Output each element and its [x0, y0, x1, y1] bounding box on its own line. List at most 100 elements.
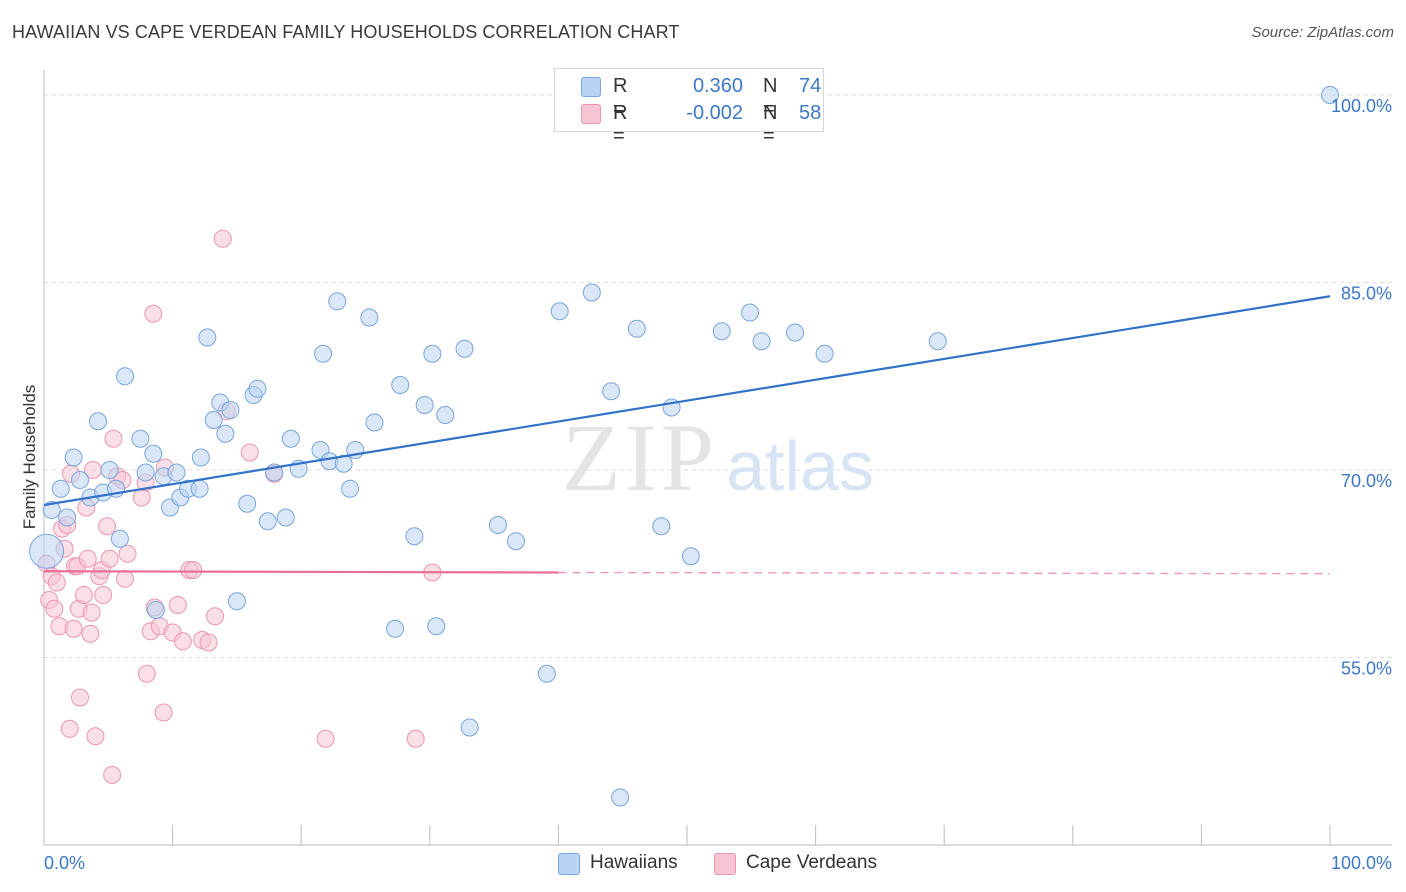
hawaiian-point: [611, 788, 630, 807]
legend-n-label: N =: [763, 75, 778, 120]
cape-verdeans-trend-extension: [558, 571, 1331, 575]
cape-verdean-point: [45, 599, 64, 618]
hawaiian-point: [386, 619, 405, 638]
y-tick-label: 70.0%: [1341, 471, 1392, 491]
watermark-zip: ZIP: [562, 404, 718, 511]
hawaiian-point: [460, 718, 479, 737]
hawaiian-point: [216, 424, 235, 443]
hawaiian-point: [276, 508, 295, 527]
legend-r-label: R =: [613, 102, 628, 147]
hawaiian-point: [227, 592, 246, 611]
hawaiian-point: [652, 517, 671, 536]
cape-verdean-point: [316, 729, 335, 748]
hawaiian-point: [436, 406, 455, 424]
hawaiian-point: [144, 444, 163, 463]
cape-verdean-point: [60, 719, 79, 738]
legend-swatch-blue: [581, 77, 601, 97]
hawaiian-point: [423, 344, 442, 363]
hawaiian-point: [1321, 86, 1339, 104]
cape-verdean-point: [154, 703, 173, 722]
hawaiian-point: [64, 448, 83, 467]
cape-verdean-point: [116, 569, 135, 588]
hawaiian-point: [258, 512, 277, 531]
hawaiian-point: [314, 344, 333, 363]
axis-layer: [43, 70, 1392, 846]
cape-verdean-point: [213, 229, 232, 248]
bottom-legend-swatch-blue: [558, 853, 580, 875]
cape-verdean-point: [71, 688, 90, 707]
cape-verdean-point: [100, 549, 119, 568]
hawaiian-point: [602, 382, 621, 401]
hawaiian-point: [405, 527, 424, 546]
cape-verdean-point: [98, 517, 117, 536]
hawaiian-point: [58, 508, 77, 527]
hawaiian-point: [191, 448, 210, 467]
hawaiian-point: [281, 429, 300, 448]
hawaiian-point: [741, 303, 760, 322]
hawaiian-point: [221, 401, 240, 419]
bottom-legend-label: Hawaiians: [590, 852, 678, 873]
hawaiian-point: [928, 332, 947, 351]
tick-labels: 55.0% 70.0% 85.0% 100.0% 0.0% 100.0%: [44, 96, 1392, 873]
hawaiian-point: [116, 367, 135, 386]
hawaiian-point: [488, 516, 507, 534]
cape-verdean-point: [168, 596, 187, 614]
hawaiian-point: [167, 463, 186, 482]
cape-verdean-point: [78, 549, 97, 568]
watermark-atlas: atlas: [726, 427, 874, 505]
legend-n-value: 74: [799, 75, 822, 97]
hawaiian-point: [360, 308, 379, 327]
hawaiian-point: [100, 461, 119, 479]
cape-verdean-point: [184, 561, 203, 579]
hawaiian-point: [71, 471, 90, 489]
hawaiian-point: [110, 529, 129, 548]
x-tick-label: 0.0%: [44, 853, 85, 873]
hawaiian-point: [627, 319, 646, 338]
legend-n-value: 58: [799, 102, 822, 124]
y-tick-label: 55.0%: [1341, 659, 1392, 679]
cape-verdean-point: [240, 443, 259, 462]
hawaiian-point: [537, 664, 556, 683]
hawaiian-point: [51, 479, 70, 498]
cape-verdean-point: [173, 632, 192, 651]
hawaiian-point: [391, 376, 410, 394]
hawaiian-point: [712, 322, 731, 341]
hawaiian-point: [681, 547, 700, 566]
hawaiian-point: [815, 344, 834, 363]
hawaiian-point: [582, 283, 601, 302]
hawaiian-point: [131, 429, 150, 448]
legend-n-label: N =: [763, 102, 778, 147]
cape-verdean-point: [47, 573, 66, 592]
cape-verdean-point: [64, 619, 83, 638]
cape-verdean-point: [94, 586, 113, 604]
hawaiian-point: [42, 501, 61, 519]
cape-verdean-point: [103, 766, 122, 784]
cape-verdean-point: [81, 624, 100, 643]
cape-verdean-point: [199, 633, 218, 652]
cape-verdean-point: [82, 603, 101, 622]
legend-r-label: R =: [613, 75, 628, 120]
cape-verdean-point: [144, 304, 163, 323]
cape-verdean-point: [206, 607, 225, 626]
bottom-legend-label: Cape Verdeans: [746, 852, 877, 873]
hawaiian-point: [415, 396, 434, 414]
watermark: ZIP atlas: [562, 404, 874, 511]
chart-source: Source: ZipAtlas.com: [1251, 24, 1394, 41]
hawaiian-point: [238, 494, 257, 513]
cape-verdean-point: [74, 586, 93, 604]
hawaiians-points: [29, 86, 1339, 807]
bottom-legend-swatch-pink: [714, 853, 736, 875]
hawaiian-point: [506, 532, 525, 551]
hawaiian-point: [248, 379, 267, 398]
y-tick-label: 100.0%: [1331, 96, 1392, 116]
cape-verdeans-trend-line: [43, 570, 559, 574]
hawaiian-point: [146, 601, 165, 619]
cape-verdean-point: [86, 727, 105, 746]
cape-verdean-point: [137, 664, 156, 683]
x-tick-label: 100.0%: [1331, 853, 1392, 873]
hawaiian-point: [89, 412, 108, 431]
chart-title: HAWAIIAN VS CAPE VERDEAN FAMILY HOUSEHOL…: [12, 22, 680, 42]
trend-lines: [43, 295, 1331, 575]
hawaiians-trend-line: [43, 295, 1331, 507]
